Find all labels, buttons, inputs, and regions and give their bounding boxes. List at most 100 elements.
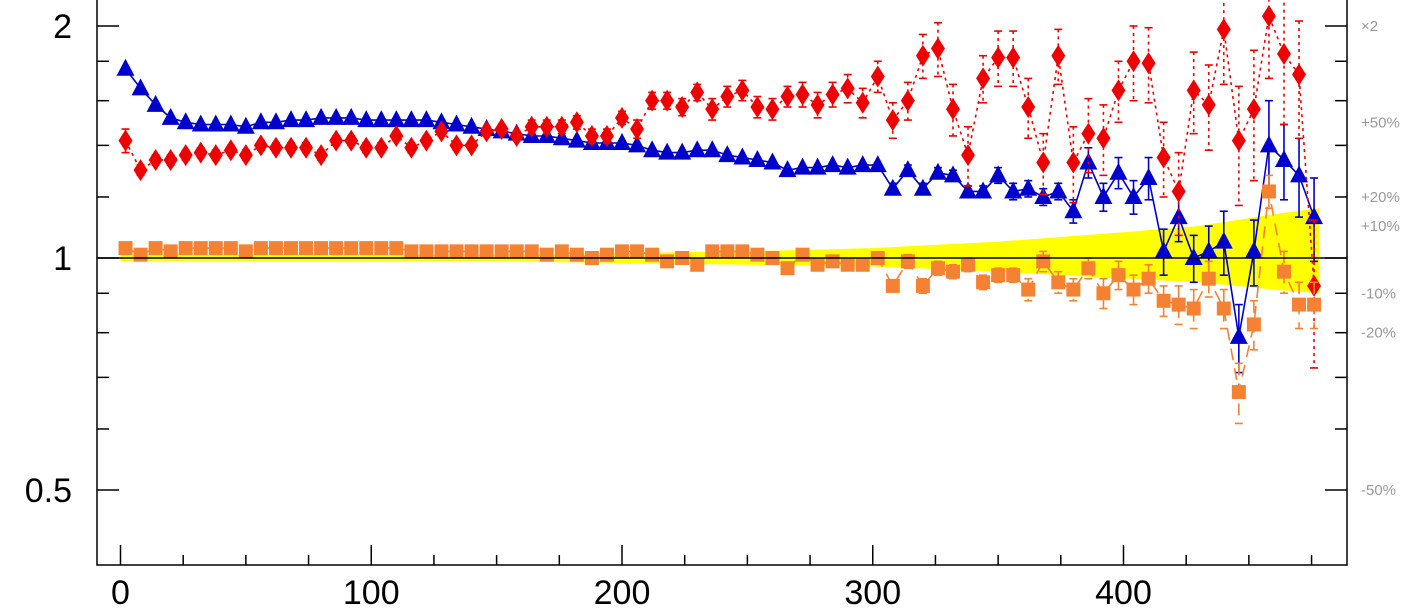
data-point — [357, 110, 376, 128]
data-point — [810, 257, 825, 272]
data-point — [238, 244, 253, 259]
data-point — [913, 178, 932, 196]
y-tick-label: 0.5 — [25, 472, 72, 510]
data-point — [673, 142, 692, 160]
data-point — [765, 98, 780, 121]
data-point — [284, 136, 299, 159]
data-point — [793, 157, 812, 175]
data-point — [660, 89, 675, 112]
data-point — [1261, 184, 1276, 199]
data-point — [1081, 122, 1096, 145]
data-point — [628, 135, 647, 153]
data-point — [193, 141, 208, 164]
data-point — [1096, 127, 1111, 150]
data-point — [1246, 98, 1261, 121]
data-point — [223, 241, 238, 256]
data-point — [1156, 293, 1171, 308]
data-point — [900, 254, 915, 269]
data-point — [1276, 264, 1291, 279]
data-point — [402, 110, 421, 128]
data-point — [509, 124, 524, 147]
data-point — [372, 110, 391, 128]
data-point — [449, 244, 464, 259]
data-point — [658, 142, 677, 160]
data-point — [1216, 301, 1231, 316]
data-point — [1214, 231, 1233, 249]
data-point — [1021, 282, 1036, 297]
data-point — [494, 244, 509, 259]
data-point — [1292, 297, 1307, 312]
data-point — [961, 257, 976, 272]
data-point — [131, 78, 150, 96]
data-point — [976, 275, 991, 290]
data-point — [178, 241, 193, 256]
data-point — [1231, 129, 1246, 152]
data-point — [434, 244, 449, 259]
data-point — [885, 109, 900, 132]
data-point — [251, 112, 270, 130]
right-axis-label: +50% — [1361, 114, 1400, 131]
data-point — [943, 165, 962, 183]
data-point — [569, 247, 584, 262]
data-point — [690, 81, 705, 104]
x-tick-label: 0 — [111, 574, 130, 612]
data-point — [599, 247, 614, 262]
data-point — [178, 144, 193, 167]
data-point — [584, 124, 599, 147]
data-point — [735, 79, 750, 102]
x-tick-label: 100 — [343, 574, 400, 612]
data-point — [855, 91, 870, 114]
data-point — [1034, 186, 1053, 204]
data-point — [1141, 271, 1156, 286]
data-point — [808, 157, 827, 175]
data-point — [253, 241, 268, 256]
data-point — [991, 46, 1006, 69]
data-point — [314, 241, 329, 256]
data-point — [1186, 79, 1201, 102]
data-point — [404, 136, 419, 159]
data-point — [329, 129, 344, 152]
y-tick-label: 2 — [53, 8, 72, 46]
data-point — [389, 124, 404, 147]
data-point — [133, 247, 148, 262]
data-point — [253, 134, 268, 157]
data-point — [148, 241, 163, 256]
data-point — [705, 244, 720, 259]
right-axis-label: -10% — [1361, 285, 1396, 302]
data-point — [161, 107, 180, 125]
right-axis-label: +10% — [1361, 218, 1400, 235]
data-point — [148, 149, 163, 172]
data-point — [404, 244, 419, 259]
data-point — [1006, 268, 1021, 283]
data-point — [539, 115, 554, 138]
data-point — [567, 130, 586, 148]
data-point — [327, 107, 346, 125]
data-point — [945, 98, 960, 121]
data-point — [1126, 282, 1141, 297]
data-point — [1186, 301, 1201, 316]
data-point — [763, 152, 782, 170]
data-point — [1156, 146, 1171, 169]
data-point — [1096, 286, 1111, 301]
data-point — [778, 160, 797, 178]
data-point — [795, 83, 810, 106]
data-point — [838, 157, 857, 175]
data-point — [1231, 385, 1246, 400]
data-point — [1246, 317, 1261, 332]
data-point — [342, 107, 361, 125]
series-triangle — [116, 58, 1324, 374]
data-point — [206, 114, 225, 132]
data-point — [1066, 151, 1081, 174]
x-tick-label: 300 — [844, 574, 901, 612]
series-square — [118, 174, 1322, 425]
data-point — [116, 58, 135, 76]
data-point — [915, 278, 930, 293]
data-point — [359, 241, 374, 256]
data-point — [930, 37, 945, 60]
data-point — [434, 120, 449, 143]
data-point — [630, 118, 645, 141]
data-point — [1124, 186, 1143, 204]
data-point — [1141, 52, 1156, 75]
series-layer — [116, 0, 1324, 425]
